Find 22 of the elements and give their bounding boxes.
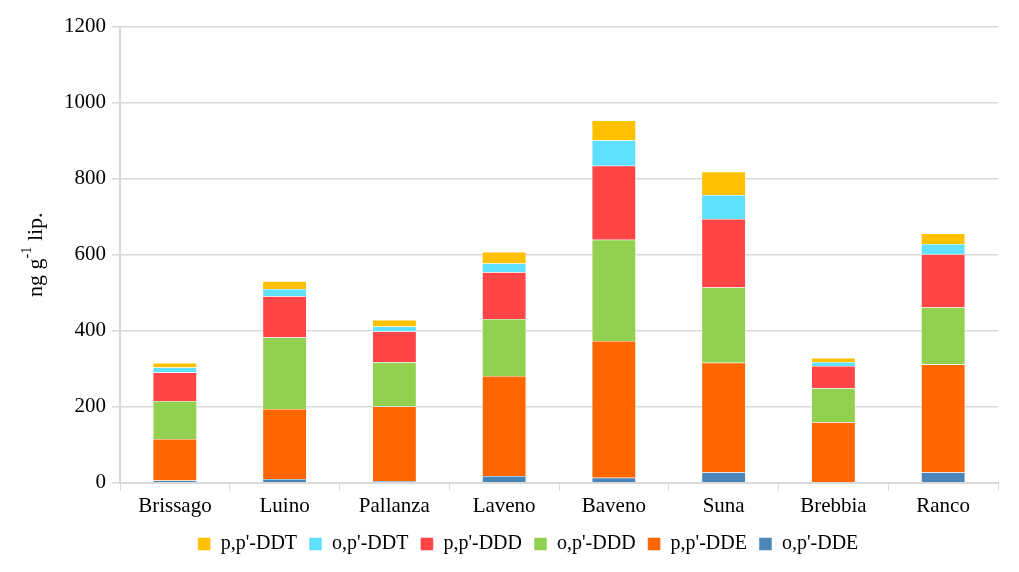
- y-tick-label: 800: [74, 165, 106, 190]
- legend-label: p,p'-DDD: [443, 531, 522, 555]
- y-axis-title: ng g-1 lip.: [17, 212, 47, 298]
- x-tick-label: Pallanza: [358, 492, 431, 517]
- y-tick-label: 400: [74, 317, 106, 342]
- x-tick-label: Brissago: [138, 492, 212, 517]
- y-tick-label: 200: [74, 393, 106, 418]
- x-tick-label: Baveno: [581, 492, 646, 517]
- legend-label: o,p'-DDE: [781, 531, 859, 555]
- y-tick-label: 1000: [64, 89, 106, 114]
- legend-label: p,p'-DDT: [220, 531, 298, 555]
- x-tick-label: Luino: [259, 492, 310, 517]
- x-tick-label: Ranco: [916, 492, 970, 517]
- y-tick-label: 1200: [64, 13, 106, 38]
- y-tick-label: 0: [95, 469, 106, 494]
- legend-label: o,p'-DDT: [332, 531, 409, 555]
- legend-label: o,p'-DDD: [557, 531, 636, 555]
- x-tick-label: Laveno: [472, 492, 536, 517]
- x-tick-label: Brebbia: [800, 492, 868, 517]
- x-tick-label: Suna: [702, 492, 746, 517]
- y-tick-label: 600: [74, 241, 106, 266]
- legend-label: p,p'-DDE: [670, 531, 747, 555]
